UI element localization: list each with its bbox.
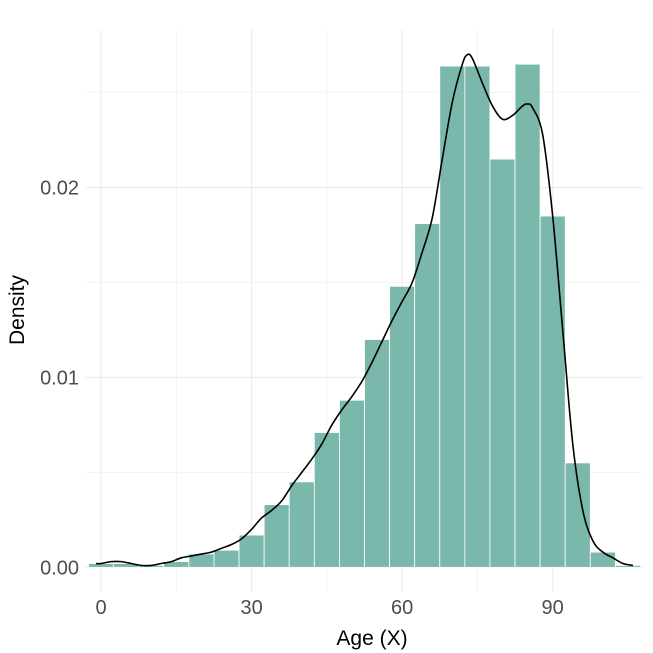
histogram-bar: [313, 432, 340, 568]
density-curve: [96, 53, 634, 567]
histogram-bar: [238, 534, 265, 568]
histogram-bar: [339, 399, 365, 568]
x-tick-label: 0: [95, 597, 106, 619]
x-axis-ticks: 0 30 60 90: [95, 597, 563, 619]
histogram-bar: [589, 551, 616, 568]
histogram-bars: [88, 63, 641, 568]
histogram-bar: [464, 65, 491, 568]
y-tick-label: 0.02: [40, 178, 79, 200]
x-axis-title: Age (X): [336, 627, 407, 650]
x-tick-label: 90: [542, 597, 564, 619]
x-tick-label: 30: [240, 597, 262, 619]
histogram-bar: [263, 504, 290, 568]
y-tick-label: 0.00: [40, 557, 79, 579]
x-tick-label: 60: [391, 597, 413, 619]
histogram-bar: [615, 565, 641, 568]
histogram-bar: [539, 215, 566, 568]
y-axis-ticks: 0.00 0.01 0.02: [40, 178, 79, 580]
density-curve-group: [96, 53, 634, 567]
y-axis-title: Density: [6, 274, 29, 345]
histogram-bar: [364, 339, 390, 568]
histogram-bar: [514, 63, 541, 568]
histogram-bar: [439, 65, 466, 568]
histogram-bar: [389, 285, 416, 568]
histogram-bar: [213, 549, 240, 568]
histogram-bar: [414, 223, 441, 568]
histogram-bar: [288, 481, 315, 568]
y-tick-label: 0.01: [40, 367, 79, 389]
histogram-bar: [489, 158, 516, 568]
